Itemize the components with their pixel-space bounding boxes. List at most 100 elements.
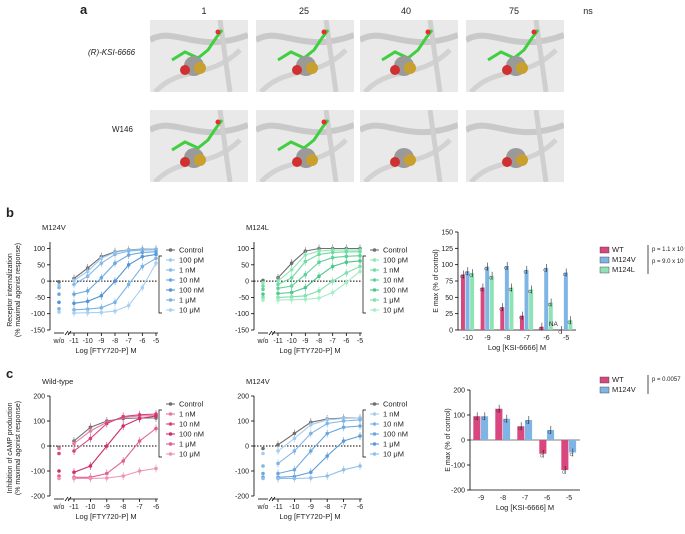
bar [481, 416, 489, 440]
md-snapshot [256, 20, 354, 92]
data-point [113, 309, 117, 313]
y-tick-label: -100 [235, 311, 249, 318]
x-tick-label: -7 [522, 495, 528, 502]
bar [473, 416, 481, 440]
bar-point [474, 416, 478, 420]
y-tick-label: 100 [441, 262, 453, 269]
chart-b-m124v: Receptor internalization (% maximal agoni… [7, 223, 204, 355]
data-point [154, 256, 158, 261]
data-point [344, 254, 349, 259]
data-point-wo [261, 287, 265, 292]
data-point-wo [57, 307, 61, 311]
data-point-wo [261, 446, 265, 451]
legend-label: Control [179, 400, 204, 409]
ligand-oxygen [215, 119, 221, 125]
data-point [126, 303, 131, 308]
x-tick-label: -10 [463, 335, 473, 342]
data-point [276, 442, 280, 447]
legend-marker [372, 288, 377, 292]
panel-letter-c: c [6, 366, 14, 381]
data-point [85, 299, 90, 304]
bar-point [464, 271, 468, 275]
y-tick-label: -100 [31, 469, 45, 476]
series-line [277, 425, 361, 475]
data-point [358, 417, 362, 422]
helix-ribbon [360, 122, 458, 136]
x-tick-label: -6 [543, 335, 549, 342]
na-label: NA [549, 321, 559, 328]
y-axis-title-text: E max (% of control) [433, 249, 440, 312]
legend-label: Control [179, 246, 204, 255]
legend-label: 10 nM [179, 420, 200, 429]
y-tick-label: -200 [451, 488, 465, 495]
x-tick-label: -8 [500, 495, 506, 502]
bar [465, 271, 470, 330]
data-point [126, 263, 131, 267]
helix-ribbon [466, 32, 564, 46]
x-tick-label: -9 [302, 338, 308, 345]
data-point [358, 253, 362, 258]
data-point [88, 429, 93, 433]
data-point [99, 256, 104, 261]
x-tick-label: -11 [273, 338, 283, 345]
legend-marker [168, 248, 173, 252]
data-point-wo [57, 279, 61, 284]
data-point-wo [57, 283, 61, 287]
legend-label: 10 μM [179, 306, 200, 315]
data-point [341, 425, 346, 430]
x-tick-label: w/o [257, 504, 269, 511]
data-point [137, 416, 142, 421]
series-line [277, 435, 361, 478]
bar-point [503, 419, 507, 423]
legend-label: 10 nM [383, 420, 404, 429]
data-point [341, 467, 346, 472]
data-point [289, 284, 294, 288]
axis-break [64, 330, 69, 336]
x-tick-label: -6 [544, 495, 550, 502]
data-point [309, 470, 313, 475]
data-point [140, 264, 145, 269]
data-point [292, 467, 297, 472]
legend-marker [168, 288, 173, 292]
chart-title: M124V [246, 377, 270, 386]
x-tick-label: -8 [504, 335, 510, 342]
data-point [113, 261, 117, 265]
x-tick-label: -5 [153, 338, 159, 345]
data-point-wo [57, 469, 61, 473]
legend-marker [168, 422, 173, 426]
series-line [74, 428, 157, 478]
y-tick-label: -100 [31, 311, 45, 318]
bar-point [543, 268, 547, 272]
oxygen-atom [292, 157, 302, 167]
x-tick-label: -11 [273, 504, 283, 511]
data-point [289, 267, 294, 272]
data-point [358, 259, 362, 263]
data-point [358, 424, 362, 428]
data-point [121, 424, 125, 428]
legend-marker [168, 298, 173, 302]
y-tick-label: 100 [453, 413, 465, 420]
x-tick-label: -6 [153, 504, 159, 511]
data-point [105, 421, 109, 426]
stats-label: p = 0.0057 [652, 377, 681, 383]
legend-swatch [599, 266, 610, 274]
legend-label: 10 μM [179, 450, 200, 459]
y-tick-label: -50 [239, 295, 249, 302]
axis-break [67, 330, 72, 336]
legend-bracket [362, 409, 366, 458]
x-tick-label: -6 [357, 504, 363, 511]
time-label-1: 1 [201, 6, 207, 16]
x-tick-label: w/o [53, 338, 65, 345]
legend-marker [372, 268, 377, 272]
y-axis-title-line1: Inhibition of cAMP production [7, 402, 14, 493]
legend-label: WT [612, 245, 624, 254]
bar-point [508, 287, 512, 292]
data-point [303, 272, 308, 277]
data-point-wo [261, 451, 265, 456]
data-point [303, 259, 308, 264]
data-point [72, 449, 76, 453]
panel-letter-a: a [80, 2, 88, 17]
x-tick-label: -5 [357, 338, 363, 345]
y-tick-label: 0 [41, 444, 45, 451]
data-point [88, 436, 93, 441]
